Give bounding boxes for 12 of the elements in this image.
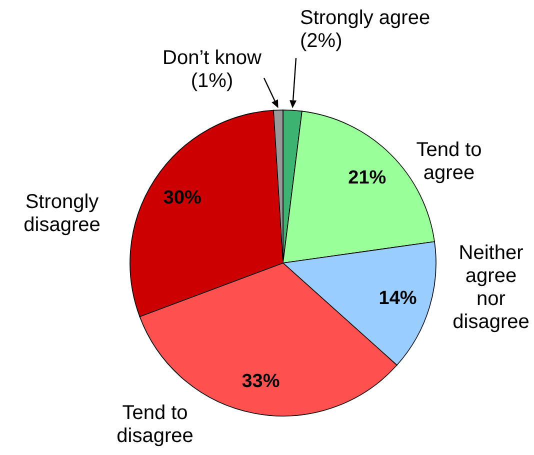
data-label: 21% [348,167,386,188]
data-label: (1%) [190,70,234,92]
slice-label: Strongly disagree [24,191,100,236]
slice-label: Tend to disagree [116,402,194,447]
slice-label: Don’t know [162,47,262,69]
slice-label: Neither agree nor disagree [452,242,530,333]
data-label: 30% [163,188,202,209]
data-label: 14% [378,288,417,309]
slice-label: Tend to agree [416,139,482,184]
data-label: (2%) [300,30,342,52]
data-label: 33% [242,370,280,392]
slice-label: Strongly agree [300,7,430,29]
